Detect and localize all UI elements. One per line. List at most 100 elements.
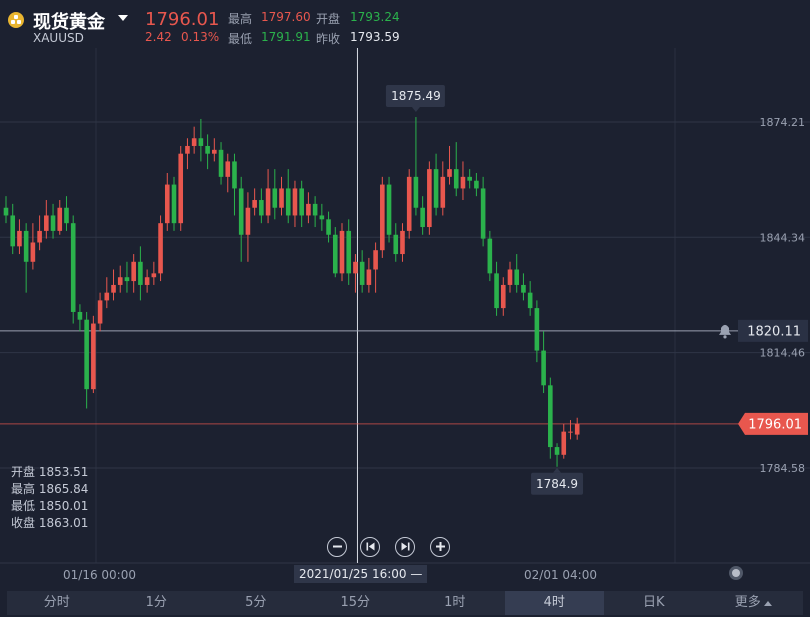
tab-1h[interactable]: 1时 — [444, 595, 466, 610]
max-label-box — [385, 85, 445, 108]
candle-body — [400, 230, 405, 255]
candle-body — [238, 188, 244, 235]
candle-body — [50, 215, 56, 231]
step-back-icon — [366, 542, 374, 551]
tab-timeshare[interactable]: 分时 — [43, 595, 70, 610]
max-price-label: 1875.49 — [391, 89, 441, 103]
candle-body — [366, 269, 372, 285]
candle-body — [487, 238, 493, 274]
candle-body — [279, 188, 284, 208]
candle-body — [124, 277, 130, 282]
candle-body — [64, 207, 69, 224]
candle-body — [299, 188, 304, 216]
gold-coin-icon — [8, 12, 24, 28]
min-price-label: 1784.9 — [536, 477, 578, 491]
zoom-out-button[interactable] — [327, 537, 347, 557]
candle-body — [534, 308, 540, 351]
candle-body — [500, 284, 506, 309]
candle-body — [164, 184, 170, 224]
tab-4h[interactable]: 4时 — [504, 591, 604, 615]
candle-body — [514, 269, 520, 285]
ohlc-high: 最高 1865.84 — [11, 482, 89, 496]
step-back-button[interactable] — [360, 537, 380, 557]
candle-body — [339, 230, 345, 274]
high-label: 最高 — [228, 12, 253, 26]
low-value: 1791.91 — [261, 30, 311, 44]
candle-body — [252, 200, 257, 208]
open-label: 开盘 — [316, 12, 341, 26]
candle-body — [467, 176, 472, 181]
candle-body — [453, 169, 459, 189]
crosshair-time-label: 2021/01/25 16:00 — — [294, 565, 428, 583]
candle-body — [117, 277, 123, 285]
candle-body — [191, 138, 197, 146]
tab-5m[interactable]: 5分 — [245, 595, 267, 610]
candle-body — [332, 234, 338, 274]
tab-1m[interactable]: 1分 — [145, 595, 167, 610]
candle-body — [178, 153, 184, 224]
candle-body — [171, 184, 177, 224]
candle-body — [326, 219, 331, 235]
chevron-down-icon[interactable] — [118, 15, 128, 21]
candle-body — [433, 169, 439, 208]
candle-body — [144, 277, 150, 285]
candle-body — [111, 284, 116, 293]
candle-body — [420, 207, 425, 228]
open-value: 1793.24 — [350, 10, 400, 24]
candle-body — [158, 223, 163, 274]
max-label-pointer — [411, 107, 420, 113]
candle-body — [507, 269, 513, 285]
candle-body — [406, 176, 412, 231]
tab-daily[interactable]: 日K — [642, 595, 665, 610]
instrument-title[interactable]: 现货黄金 — [33, 12, 105, 33]
ohlc-low: 最低 1850.01 — [11, 499, 89, 513]
candle-body — [447, 169, 452, 177]
candle-body — [245, 207, 251, 235]
tab-15m[interactable]: 15分 — [340, 595, 371, 610]
candle-body — [427, 169, 432, 228]
candle-body — [10, 215, 16, 247]
candle-body — [225, 161, 231, 177]
candle-body — [319, 215, 325, 220]
candle-body — [359, 261, 365, 285]
candle-body — [17, 230, 22, 247]
price-change-pct: 0.13% — [181, 30, 220, 44]
candle-body — [574, 423, 580, 435]
candle-body — [561, 431, 567, 455]
step-forward-button[interactable] — [395, 537, 415, 557]
zoom-in-button[interactable] — [430, 537, 450, 557]
step-forward-icon — [401, 542, 409, 551]
bell-clapper — [723, 335, 727, 339]
scroll-to-latest-button[interactable] — [729, 566, 743, 580]
candle-body — [494, 273, 499, 309]
y-tick-label: 1844.34 — [760, 231, 806, 244]
candle-body — [77, 311, 83, 320]
candle-body — [306, 203, 311, 216]
low-label: 最低 — [228, 32, 253, 46]
candle-body — [292, 188, 298, 216]
candle-body — [138, 261, 143, 285]
high-value: 1797.60 — [261, 10, 311, 24]
candle-body — [84, 319, 89, 390]
tab-more[interactable]: 更多 — [704, 591, 804, 615]
candle-body — [70, 223, 76, 312]
candle-body — [265, 188, 271, 216]
candle-body — [259, 200, 264, 216]
alert-price-tag — [738, 319, 808, 342]
candle-body — [23, 230, 29, 262]
timeframe-tabs: 分时 1分 5分 15分 1时 4时 日K 更多 — [7, 591, 803, 615]
candle-body — [97, 300, 103, 324]
alert-price-label: 1820.11 — [747, 324, 801, 339]
candle-body — [480, 188, 486, 239]
ohlc-open: 开盘 1853.51 — [11, 465, 89, 479]
candle-body — [3, 207, 9, 216]
candle-body — [386, 184, 392, 235]
candle-body — [346, 230, 352, 274]
header: 现货黄金 XAUUSD 1796.01 2.42 0.13% 最高 1797.6… — [0, 0, 810, 48]
candlestick-chart[interactable]: 1874.21 1844.34 1814.46 1784.58 1875.49 1784.… — [0, 48, 810, 588]
prev-close-value: 1793.59 — [350, 30, 400, 44]
minus-icon — [332, 545, 342, 548]
y-tick-label: 1784.58 — [760, 462, 806, 475]
plus-icon — [435, 542, 445, 551]
x-axis-label: 01/16 00:00 — [63, 568, 136, 582]
